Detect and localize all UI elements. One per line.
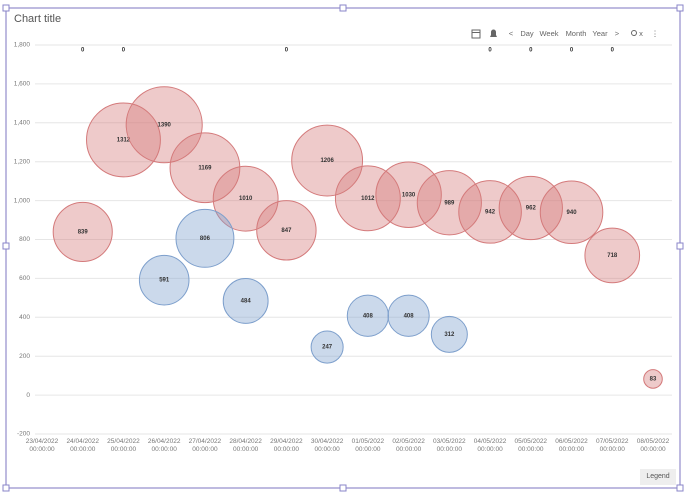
data-label: 0 [570, 48, 574, 54]
bubble [430, 315, 468, 353]
x-tick-label: 26/04/2022 00:00:00 [147, 438, 181, 453]
toolbar-button[interactable]: Day [520, 29, 534, 38]
chart-title: Chart title [14, 13, 61, 25]
data-label: 0 [529, 48, 533, 54]
data-label: 408 [363, 313, 374, 319]
data-label: 962 [526, 206, 537, 212]
toolbar-button[interactable]: ⋮ [651, 29, 659, 38]
y-tick-label: -200 [17, 431, 30, 438]
data-label: 839 [78, 229, 89, 235]
data-label: 0 [611, 48, 615, 54]
data-label: 1012 [361, 196, 375, 202]
bubble [310, 330, 344, 364]
y-tick-label: 1,000 [14, 197, 31, 204]
data-label: 1206 [320, 158, 334, 164]
x-tick-label: 25/04/2022 00:00:00 [107, 438, 140, 453]
y-tick-label: 800 [19, 236, 30, 243]
resize-handles [2, 4, 684, 492]
bubble [584, 227, 641, 284]
data-label: 0 [122, 48, 126, 54]
data-label: 1390 [158, 122, 172, 128]
x-tick-label: 03/05/2022 00:00:00 [433, 438, 466, 453]
data-label: 0 [81, 48, 85, 54]
bubble [539, 180, 604, 245]
y-tick-label: 600 [19, 275, 30, 282]
x-tick-label: 02/05/2022 00:00:00 [392, 438, 425, 453]
y-tick-label: 1,400 [14, 120, 31, 127]
bubble [138, 254, 190, 306]
x-tick-label: 07/05/2022 00:00:00 [595, 438, 629, 453]
data-label: 0 [285, 48, 289, 54]
bubble [175, 208, 235, 268]
data-label: 1010 [239, 196, 253, 202]
toolbar-icons[interactable] [471, 29, 497, 39]
data-label: 942 [485, 209, 496, 215]
data-label: 847 [281, 228, 292, 234]
bubble [498, 175, 563, 241]
x-tick-label: 30/04/2022 00:00:00 [310, 438, 344, 453]
data-label: 1312 [117, 137, 131, 143]
bubble [212, 165, 279, 232]
bubble [291, 124, 364, 197]
toolbar-button[interactable]: > [615, 29, 620, 38]
toolbar-button[interactable]: x [639, 29, 643, 38]
data-label: 718 [607, 253, 618, 259]
data-label: 1169 [198, 165, 212, 171]
bubble [643, 369, 663, 389]
bubble [256, 200, 317, 261]
x-tick-label: 27/04/2022 00:00:00 [188, 438, 222, 453]
x-tick-label: 06/05/2022 00:00:00 [555, 438, 588, 453]
x-tick-label: 01/05/2022 00:00:00 [351, 438, 385, 453]
y-tick-label: 200 [19, 353, 30, 360]
y-tick-label: 1,600 [14, 81, 31, 88]
data-label: 83 [650, 377, 657, 383]
zoom-icon [631, 30, 637, 36]
data-label: 312 [444, 332, 455, 338]
data-label: 940 [567, 210, 578, 216]
data-label: 484 [241, 299, 252, 305]
bubble [86, 102, 161, 178]
data-label: 247 [322, 345, 333, 351]
toolbar-button[interactable]: Week [539, 29, 558, 38]
x-tick-label: 05/05/2022 00:00:00 [514, 438, 548, 453]
data-label: 0 [488, 48, 492, 54]
toolbar-button[interactable]: < [509, 29, 514, 38]
bubble [222, 278, 269, 324]
x-tick-label: 04/05/2022 00:00:00 [473, 438, 507, 453]
x-tick-label: 23/04/2022 00:00:00 [25, 438, 59, 453]
toolbar-button[interactable]: Month [566, 29, 587, 38]
data-label: 408 [404, 313, 415, 319]
x-tick-label: 24/04/2022 00:00:00 [66, 438, 99, 453]
y-tick-label: 1,200 [14, 158, 31, 165]
toolbar-button[interactable]: Year [592, 29, 608, 38]
x-tick-label: 28/04/2022 00:00:00 [229, 438, 262, 453]
x-tick-label: 29/04/2022 00:00:00 [270, 438, 303, 453]
bubble [125, 86, 203, 164]
x-tick-label: 08/05/2022 00:00:00 [636, 438, 670, 453]
data-label: 1030 [402, 192, 416, 198]
data-label: 806 [200, 236, 211, 242]
data-label: 591 [159, 278, 170, 284]
bubble [334, 165, 401, 232]
bubble [416, 170, 482, 236]
legend-button[interactable]: Legend [640, 469, 676, 485]
bubble [387, 294, 430, 337]
y-tick-label: 0 [26, 392, 30, 399]
bubble [375, 161, 442, 229]
y-tick-label: 400 [19, 314, 30, 321]
y-tick-label: 1,800 [14, 42, 31, 49]
bubble [52, 201, 113, 262]
data-label: 989 [444, 200, 455, 206]
bubble [169, 132, 241, 204]
